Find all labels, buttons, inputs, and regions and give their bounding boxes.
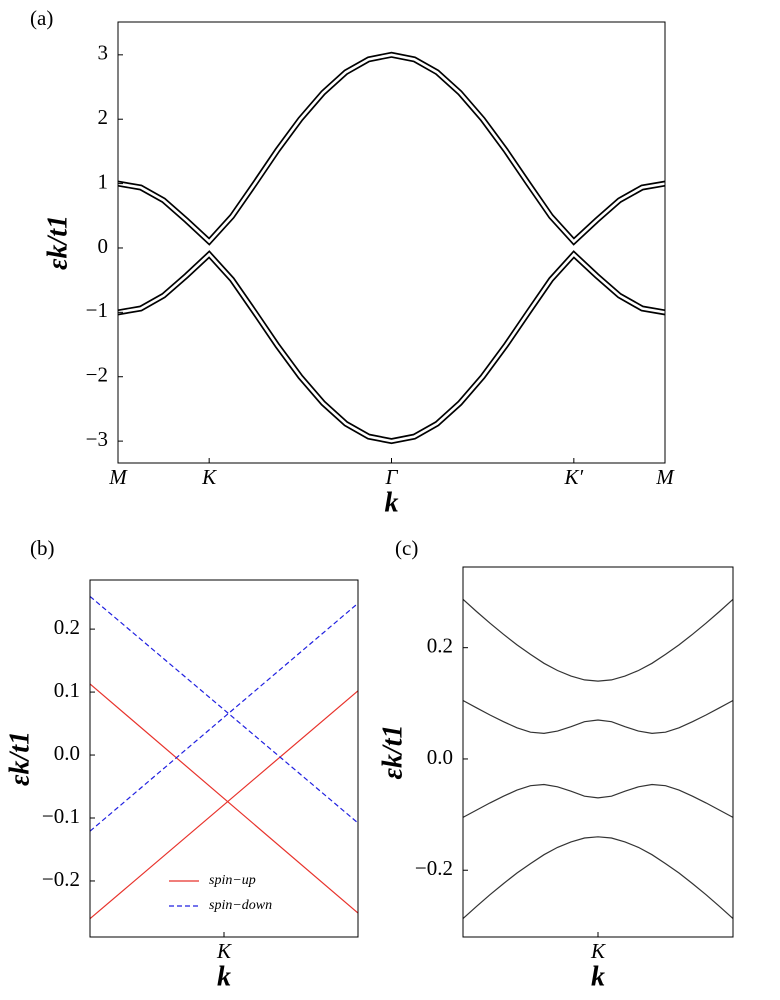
panel-label: (a) — [30, 6, 53, 30]
x-tick-label: K′ — [564, 465, 584, 489]
line-segment — [89, 690, 359, 920]
x-tick-label: Γ — [385, 465, 399, 489]
x-tick-label: K — [201, 465, 217, 489]
y-tick-label: −3 — [86, 427, 108, 451]
y-tick-label: 0.2 — [54, 615, 80, 639]
y-tick-label: −0.2 — [42, 867, 80, 891]
panel-label: (b) — [30, 536, 55, 560]
x-tick-label: K — [590, 939, 606, 963]
plot-frame — [462, 566, 734, 938]
line-segment — [89, 602, 359, 832]
y-tick-label: −0.1 — [42, 804, 80, 828]
y-axis-label: εk/t1 — [4, 731, 35, 786]
y-tick-label: 0.2 — [427, 633, 453, 657]
y-tick-label: −2 — [86, 363, 108, 387]
y-tick-label: 1 — [98, 169, 109, 193]
band-line — [462, 699, 734, 735]
band-line — [462, 598, 734, 682]
legend-label: spin−down — [209, 898, 272, 913]
band-line-inner — [117, 252, 666, 443]
y-tick-label: 0.0 — [427, 745, 453, 769]
line-segment — [89, 595, 359, 824]
band-line — [117, 250, 666, 445]
y-tick-label: 0.0 — [54, 741, 80, 765]
x-tick-label: K — [216, 939, 232, 963]
y-tick-label: −1 — [86, 298, 108, 322]
line-segment — [89, 683, 359, 914]
y-tick-label: −0.2 — [415, 856, 453, 880]
y-axis-label: εk/t1 — [42, 215, 73, 270]
x-axis-label: k — [591, 961, 605, 992]
panel-label: (c) — [395, 536, 418, 560]
x-tick-label: M — [108, 465, 128, 489]
band-line — [462, 783, 734, 818]
legend-label: spin−up — [209, 873, 256, 888]
band-line — [462, 836, 734, 920]
x-axis-label: k — [385, 487, 399, 518]
x-axis-label: k — [217, 961, 231, 992]
y-axis-label: εk/t1 — [377, 724, 408, 779]
y-tick-label: 2 — [98, 105, 109, 129]
x-tick-label: M — [655, 465, 675, 489]
plot-frame — [117, 21, 666, 464]
y-tick-label: 3 — [98, 41, 109, 65]
band-line — [117, 51, 666, 246]
y-tick-label: 0.1 — [54, 678, 80, 702]
band-line-inner — [117, 53, 666, 244]
y-tick-label: 0 — [98, 234, 109, 258]
